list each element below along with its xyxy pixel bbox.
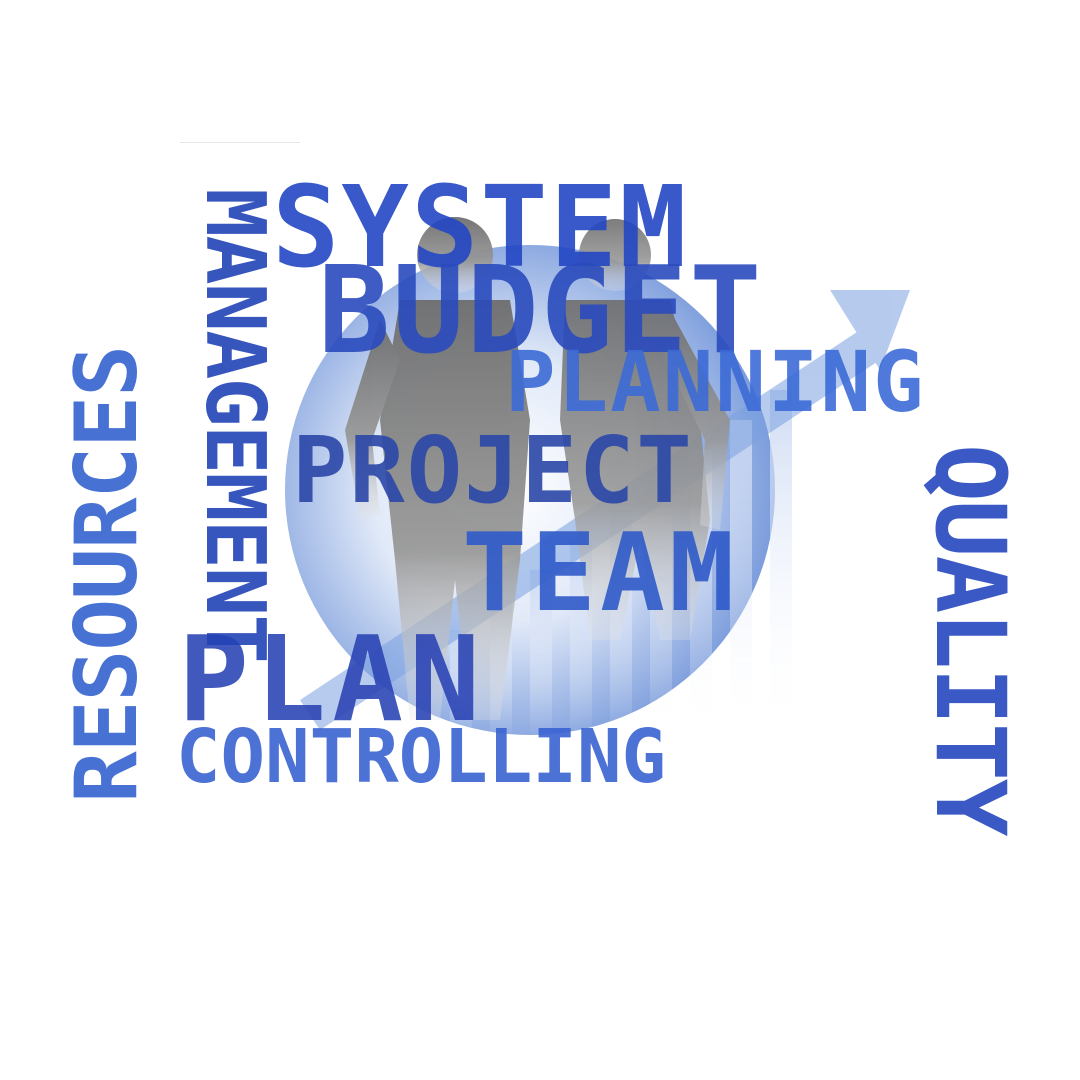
word-budget: BUDGET xyxy=(318,242,764,381)
word-team: TEAM xyxy=(462,511,739,636)
businessman-silhouette-right xyxy=(560,219,730,640)
word-plan: PLAN xyxy=(178,610,487,748)
businessman-silhouette-left xyxy=(345,217,530,720)
word-management: MANAGEMENT xyxy=(187,188,282,662)
top-divider-line xyxy=(180,142,300,143)
word-resources: RESOURCES xyxy=(57,346,157,803)
word-system: SYSTEM xyxy=(272,163,689,293)
word-planning: PLANNING xyxy=(505,333,926,431)
word-project: PROJECT xyxy=(292,417,694,524)
word-quality: QUALITY xyxy=(914,444,1026,835)
word-controlling: CONTROLLING xyxy=(176,714,667,800)
